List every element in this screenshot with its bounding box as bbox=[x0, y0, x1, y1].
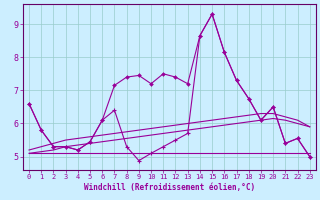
X-axis label: Windchill (Refroidissement éolien,°C): Windchill (Refroidissement éolien,°C) bbox=[84, 183, 255, 192]
